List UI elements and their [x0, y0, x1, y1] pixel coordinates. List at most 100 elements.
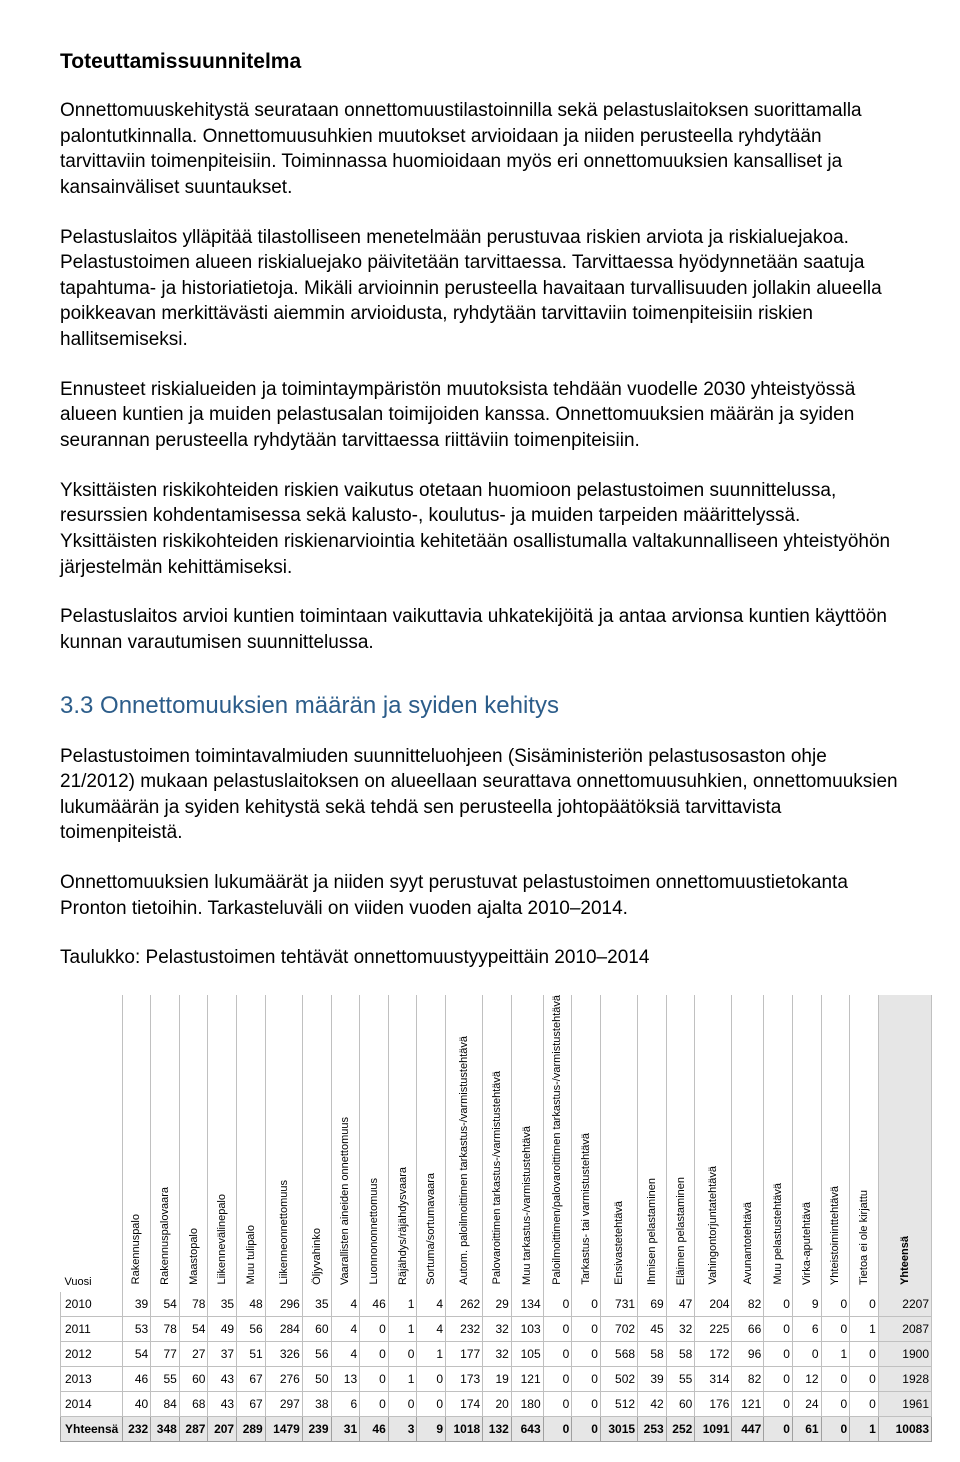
data-cell: 84	[151, 1391, 180, 1416]
column-header: Eläimen pelastaminen	[666, 995, 695, 1292]
data-cell: 502	[600, 1366, 637, 1391]
data-cell: 0	[764, 1341, 793, 1366]
year-cell: 2014	[61, 1391, 123, 1416]
paragraph: Pelastustoimen toimintavalmiuden suunnit…	[60, 744, 900, 847]
data-cell: 35	[302, 1292, 331, 1317]
total-cell: 1479	[265, 1416, 302, 1441]
data-cell: 54	[151, 1292, 180, 1317]
data-cell: 0	[360, 1391, 389, 1416]
data-cell: 121	[732, 1391, 764, 1416]
column-header: Rakennuspalovaara	[151, 995, 180, 1292]
column-header: Räjähdys/räjähdysvaara	[388, 995, 417, 1292]
data-cell: 58	[638, 1341, 667, 1366]
column-header: Tietoa ei ole kirjattu	[850, 995, 879, 1292]
data-cell: 58	[666, 1341, 695, 1366]
data-cell: 297	[265, 1391, 302, 1416]
data-cell: 172	[695, 1341, 732, 1366]
data-cell: 35	[208, 1292, 237, 1317]
total-cell: 207	[208, 1416, 237, 1441]
total-cell: 287	[179, 1416, 208, 1441]
data-cell: 48	[237, 1292, 266, 1317]
data-cell: 67	[237, 1391, 266, 1416]
data-cell: 0	[543, 1366, 572, 1391]
column-header: Rakennuspalo	[122, 995, 151, 1292]
data-cell: 38	[302, 1391, 331, 1416]
data-cell: 2207	[878, 1292, 931, 1317]
paragraph: Ennusteet riskialueiden ja toimintaympär…	[60, 377, 900, 454]
column-header: Virka-aputehtävä	[792, 995, 821, 1292]
column-header: Ensivastetehtävä	[600, 995, 637, 1292]
data-cell: 0	[388, 1391, 417, 1416]
data-cell: 0	[821, 1391, 850, 1416]
data-cell: 6	[331, 1391, 360, 1416]
data-cell: 37	[208, 1341, 237, 1366]
data-cell: 0	[792, 1341, 821, 1366]
data-cell: 32	[483, 1341, 512, 1366]
data-cell: 121	[511, 1366, 543, 1391]
data-cell: 27	[179, 1341, 208, 1366]
total-cell: 348	[151, 1416, 180, 1441]
incidents-table-wrap: VuosiRakennuspaloRakennuspalovaaraMaasto…	[60, 995, 932, 1442]
column-header: Autom. paloilmoittimen tarkastus-/varmis…	[446, 995, 483, 1292]
data-cell: 54	[122, 1341, 151, 1366]
column-header: Luonnononnettomuus	[360, 995, 389, 1292]
data-cell: 174	[446, 1391, 483, 1416]
total-cell: 132	[483, 1416, 512, 1441]
data-cell: 1	[388, 1292, 417, 1317]
data-cell: 0	[764, 1391, 793, 1416]
total-cell: 1091	[695, 1416, 732, 1441]
data-cell: 173	[446, 1366, 483, 1391]
data-cell: 69	[638, 1292, 667, 1317]
data-cell: 326	[265, 1341, 302, 1366]
data-cell: 176	[695, 1391, 732, 1416]
data-cell: 4	[331, 1341, 360, 1366]
column-header: Liikenneonnettomuus	[265, 995, 302, 1292]
data-cell: 9	[792, 1292, 821, 1317]
data-cell: 43	[208, 1366, 237, 1391]
data-cell: 46	[360, 1292, 389, 1317]
column-header: Vaarallisten aineiden onnettomuus	[331, 995, 360, 1292]
data-cell: 262	[446, 1292, 483, 1317]
data-cell: 82	[732, 1366, 764, 1391]
data-cell: 55	[151, 1366, 180, 1391]
data-cell: 0	[572, 1341, 601, 1366]
data-cell: 0	[850, 1292, 879, 1317]
data-cell: 96	[732, 1341, 764, 1366]
data-cell: 42	[638, 1391, 667, 1416]
data-cell: 1	[388, 1366, 417, 1391]
data-cell: 19	[483, 1366, 512, 1391]
data-cell: 56	[302, 1341, 331, 1366]
data-cell: 0	[543, 1391, 572, 1416]
total-cell: 1	[850, 1416, 879, 1441]
data-cell: 0	[821, 1366, 850, 1391]
column-header: Tarkastus- tai varmistustehtävä	[572, 995, 601, 1292]
paragraph: Yksittäisten riskikohteiden riskien vaik…	[60, 478, 900, 581]
table-row: 2012547727375132656400117732105005685858…	[61, 1341, 932, 1366]
column-header: Avunantotehtävä	[732, 995, 764, 1292]
data-cell: 40	[122, 1391, 151, 1416]
total-cell: 643	[511, 1416, 543, 1441]
data-cell: 20	[483, 1391, 512, 1416]
data-cell: 1900	[878, 1341, 931, 1366]
data-cell: 51	[237, 1341, 266, 1366]
data-cell: 4	[417, 1292, 446, 1317]
paragraph: Pelastuslaitos arvioi kuntien toimintaan…	[60, 604, 900, 655]
data-cell: 0	[821, 1292, 850, 1317]
total-cell: 0	[572, 1416, 601, 1441]
data-cell: 0	[417, 1391, 446, 1416]
total-cell: 46	[360, 1416, 389, 1441]
data-cell: 0	[543, 1292, 572, 1317]
data-cell: 43	[208, 1391, 237, 1416]
data-cell: 568	[600, 1341, 637, 1366]
total-cell: 447	[732, 1416, 764, 1441]
data-cell: 13	[331, 1366, 360, 1391]
data-cell: 55	[666, 1366, 695, 1391]
column-header: Palovaroittimen tarkastus-/varmistusteht…	[483, 995, 512, 1292]
data-cell: 0	[764, 1292, 793, 1317]
data-cell: 0	[850, 1366, 879, 1391]
total-cell: 10083	[878, 1416, 931, 1441]
table-row: 2014408468436729738600017420180005124260…	[61, 1391, 932, 1416]
data-cell: 50	[302, 1366, 331, 1391]
data-cell: 1	[417, 1341, 446, 1366]
data-cell: 0	[572, 1391, 601, 1416]
